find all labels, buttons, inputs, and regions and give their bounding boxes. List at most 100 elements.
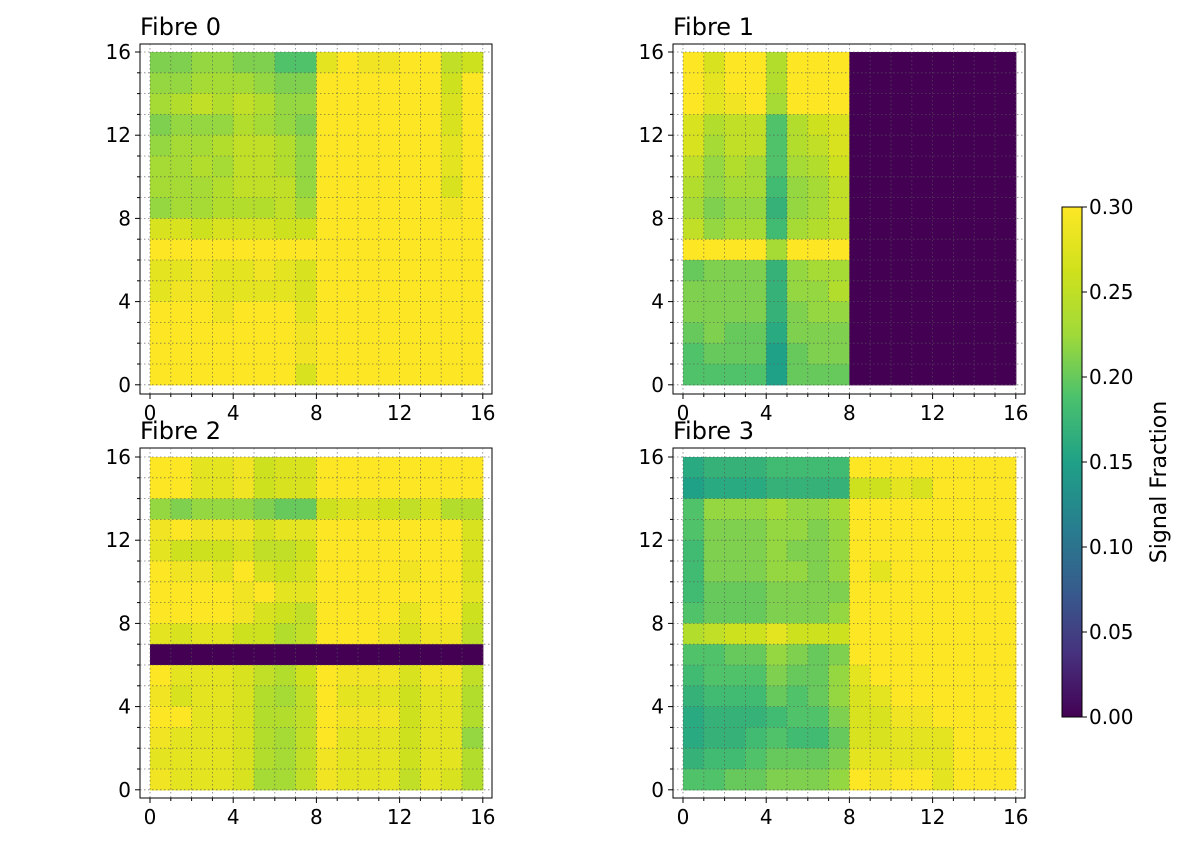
heatmap-cell (399, 498, 421, 520)
heatmap-cell (724, 280, 746, 303)
heatmap-cell (233, 343, 255, 365)
heatmap-cell (724, 561, 746, 583)
heatmap-cell (212, 706, 234, 728)
heatmap-cell (358, 561, 380, 583)
heatmap-cell (399, 581, 421, 604)
heatmap-cell (378, 727, 401, 749)
heatmap-cell (378, 602, 401, 624)
heatmap-cell (724, 156, 746, 178)
heatmap-cell (807, 665, 830, 687)
heatmap-cell (787, 477, 809, 500)
heatmap-cell (399, 280, 421, 303)
heatmap-cell (399, 519, 421, 541)
heatmap-cell (787, 665, 809, 687)
heatmap-cell (932, 769, 954, 791)
heatmap-cell (441, 260, 463, 282)
heatmap-cell (254, 477, 276, 500)
heatmap-cell (150, 72, 172, 95)
heatmap-cell (807, 706, 830, 728)
heatmap-cell (399, 457, 421, 479)
heatmap-cell (828, 343, 850, 365)
heatmap-cell (191, 769, 213, 791)
heatmap-cell (316, 602, 338, 624)
heatmap-cell (233, 519, 255, 541)
heatmap-cell (274, 301, 297, 323)
x-tick-label: 8 (843, 401, 856, 425)
heatmap-cell (724, 93, 746, 115)
heatmap-cell (911, 156, 934, 178)
heatmap-cell (787, 239, 809, 261)
heatmap-cell (683, 519, 705, 541)
heatmap-cell (233, 581, 255, 604)
heatmap-cell (807, 602, 830, 624)
heatmap-cell (191, 498, 213, 520)
heatmap-cell (703, 156, 726, 178)
heatmap-cell (420, 602, 442, 624)
heatmap-cell (766, 135, 788, 157)
heatmap-cell (212, 602, 234, 624)
heatmap-cell (766, 301, 788, 323)
heatmap-cell (170, 114, 193, 136)
heatmap-cell (724, 135, 746, 157)
heatmap-cell (745, 156, 767, 178)
heatmap-cell (233, 457, 255, 479)
heatmap-cell (745, 218, 767, 240)
heatmap-cell (807, 685, 830, 708)
heatmap-cell (766, 519, 788, 541)
heatmap-cell (807, 477, 830, 500)
heatmap-cell (295, 364, 317, 386)
heatmap-cell (828, 540, 850, 562)
heatmap-cell (891, 644, 913, 666)
heatmap-cell (150, 769, 172, 791)
heatmap-cell (150, 644, 172, 666)
heatmap-cell (233, 769, 255, 791)
heatmap-cell (316, 727, 338, 749)
x-tick-label: 16 (470, 805, 495, 829)
heatmap-cell (316, 685, 338, 708)
heatmap-cell (828, 727, 850, 749)
heatmap-cell (233, 561, 255, 583)
heatmap-cell (870, 364, 892, 386)
axis-ticks: 00 4 4 8 8 12 12 16 16 (639, 40, 1029, 425)
heatmap-cell (233, 301, 255, 323)
heatmap-cell (316, 498, 338, 520)
heatmap-cell (420, 685, 442, 708)
heatmap-cell (849, 280, 871, 303)
heatmap-cell (703, 685, 726, 708)
heatmap-cell (995, 561, 1017, 583)
heatmap-cell (212, 218, 234, 240)
heatmap-cell (233, 280, 255, 303)
heatmap-cell (316, 93, 338, 115)
heatmap-cell (995, 364, 1017, 386)
heatmap-cell (995, 93, 1017, 115)
heatmap-cell (807, 498, 830, 520)
heatmap-cell (870, 72, 892, 95)
heatmap-cell (420, 260, 442, 282)
heatmap-cell (807, 218, 830, 240)
heatmap-cells (683, 457, 1017, 791)
heatmap-cell (254, 457, 276, 479)
heatmap-cells (683, 52, 1017, 386)
heatmap-cell (745, 602, 767, 624)
heatmap-cell (358, 135, 380, 157)
heatmap-cell (420, 301, 442, 323)
heatmap-cell (953, 519, 975, 541)
heatmap-cell (891, 665, 913, 687)
heatmap-cell (150, 322, 172, 344)
heatmap-cell (441, 477, 463, 500)
heatmap-cell (274, 156, 297, 178)
heatmap-cell (849, 581, 871, 604)
heatmap-cell (316, 176, 338, 199)
heatmap-cell (703, 727, 726, 749)
heatmap-cell (911, 727, 934, 749)
heatmap-cell (150, 135, 172, 157)
heatmap-cell (995, 197, 1017, 219)
heatmap-cell (191, 218, 213, 240)
heatmap-cell (358, 114, 380, 136)
heatmap-cell (462, 364, 484, 386)
heatmap-cell (849, 748, 871, 770)
heatmap-cell (703, 498, 726, 520)
heatmap-cell (807, 519, 830, 541)
heatmap-cell (828, 93, 850, 115)
heatmap-cell (974, 72, 996, 95)
